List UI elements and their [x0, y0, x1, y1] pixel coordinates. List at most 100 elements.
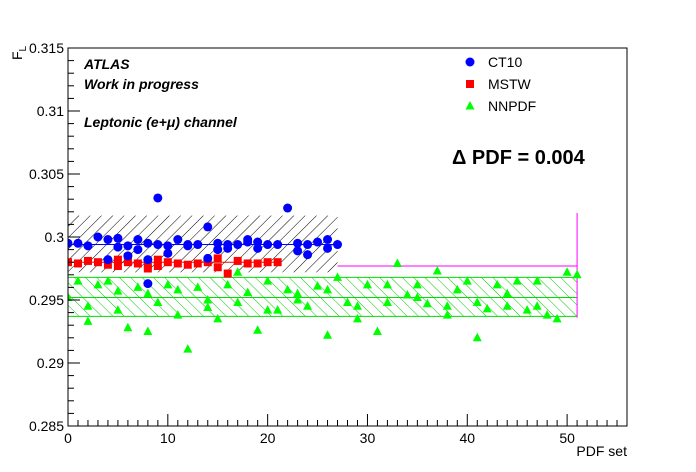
x-tick-label: 40 — [459, 430, 475, 446]
nnpdf-point — [472, 332, 482, 342]
nnpdf-point — [402, 289, 412, 299]
y-axis: 0.285 0.29 0.295 0.3 0.305 0.31 0.315 — [29, 40, 80, 434]
nnpdf-point — [113, 286, 123, 295]
nnpdf-point — [143, 326, 153, 335]
legend-label-nnpdf: NNPDF — [488, 98, 536, 114]
nnpdf-point — [562, 267, 572, 276]
ct10-point — [143, 238, 153, 248]
x-tick-label: 0 — [64, 430, 72, 446]
nnpdf-point — [522, 305, 532, 314]
y-tick-label: 0.305 — [29, 166, 64, 182]
ct10-point — [273, 240, 283, 250]
nnpdf-point — [303, 301, 313, 310]
nnpdf-point — [442, 301, 452, 310]
nnpdf-point — [83, 316, 93, 325]
experiment-label: ATLAS — [83, 56, 130, 72]
data-points — [68, 193, 582, 353]
nnpdf-point — [293, 288, 303, 298]
nnpdf-point — [532, 276, 542, 285]
nnpdf-point — [512, 276, 522, 285]
ct10-point — [263, 240, 273, 250]
nnpdf-point — [323, 330, 333, 339]
legend-marker-nnpdf — [465, 101, 475, 110]
nnpdf-point — [273, 305, 283, 314]
mstw-point — [93, 258, 102, 267]
nnpdf-point — [143, 288, 153, 298]
ct10-point — [193, 240, 203, 250]
ct10-point — [103, 255, 113, 265]
nnpdf-point — [502, 301, 512, 310]
nnpdf-point — [163, 279, 173, 289]
ct10-point — [213, 238, 223, 248]
ct10-point — [323, 243, 333, 253]
nnpdf-point — [382, 297, 392, 307]
ct10-point — [113, 242, 123, 252]
nnpdf-point — [133, 282, 143, 291]
mstw-point — [173, 259, 182, 268]
nnpdf-point — [532, 301, 542, 310]
ct10-point — [203, 222, 213, 232]
mstw-point — [163, 258, 172, 267]
y-tick-label: 0.315 — [29, 40, 64, 56]
mstw-point — [273, 258, 282, 267]
nnpdf-point — [542, 310, 552, 319]
ct10-point — [113, 233, 123, 243]
nnpdf-point — [343, 297, 352, 307]
y-tick-label: 0.3 — [45, 229, 65, 245]
status-label: Work in progress — [84, 76, 199, 92]
nnpdf-point — [452, 284, 462, 294]
nnpdf-point — [572, 269, 582, 279]
nnpdf-point — [123, 322, 133, 332]
ct10-point — [93, 232, 103, 242]
ct10-point — [133, 245, 143, 255]
ct10-point — [253, 243, 263, 253]
nnpdf-point — [323, 284, 333, 294]
nnpdf-point — [482, 303, 492, 313]
mstw-point — [193, 259, 202, 268]
mstw-point — [213, 254, 222, 263]
mstw-point — [113, 261, 122, 270]
nnpdf-point — [412, 279, 422, 289]
nnpdf-point — [68, 292, 73, 301]
ct10-point — [163, 248, 173, 258]
uncertainty-bands — [68, 213, 578, 318]
nnpdf-point — [283, 284, 293, 294]
ct10-point — [173, 235, 183, 245]
ct10-point — [103, 235, 113, 245]
ct10-point — [123, 251, 133, 261]
mstw-point — [253, 259, 262, 268]
mstw-point — [153, 261, 162, 270]
ct10-point — [153, 240, 163, 250]
ct10-point — [203, 253, 213, 263]
nnpdf-point — [233, 297, 243, 307]
delta-pdf-label: Δ PDF = 0.004 — [452, 147, 586, 169]
nnpdf-point — [352, 301, 362, 310]
ct10-point — [333, 240, 343, 250]
legend-label-mstw: MSTW — [488, 76, 532, 92]
ct10-point — [223, 243, 233, 253]
mstw-point — [143, 264, 152, 273]
nnpdf-point — [263, 276, 273, 285]
nnpdf-point — [352, 313, 362, 323]
nnpdf-point — [73, 276, 83, 285]
nnpdf-point — [462, 276, 472, 285]
svg-text:FL: FL — [9, 45, 29, 60]
ct10-band — [68, 215, 338, 273]
y-axis-title: FL — [9, 45, 29, 60]
x-tick-label: 30 — [360, 430, 376, 446]
ct10-point — [303, 250, 313, 260]
y-tick-label: 0.31 — [37, 103, 64, 119]
ct10-point — [133, 235, 143, 245]
nnpdf-point — [113, 305, 123, 314]
mstw-point — [213, 263, 222, 272]
nnpdf-point — [263, 305, 273, 314]
nnpdf-point — [183, 344, 193, 353]
nnpdf-band — [68, 277, 578, 317]
ct10-point — [303, 240, 313, 250]
nnpdf-point — [243, 287, 253, 296]
mstw-point — [103, 260, 112, 269]
nnpdf-point — [233, 267, 243, 276]
ct10-point — [323, 235, 333, 245]
ct10-point — [163, 241, 173, 251]
